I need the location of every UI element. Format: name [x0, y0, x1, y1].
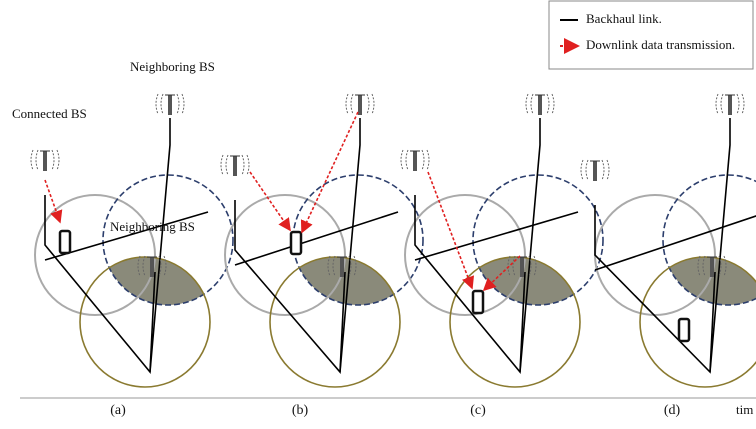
signal-arc — [346, 94, 348, 114]
signal-arc — [52, 150, 54, 170]
signal-arc — [221, 155, 223, 175]
signal-arc — [547, 94, 549, 114]
base-station — [401, 150, 429, 171]
base-station — [716, 94, 744, 115]
signal-arc — [531, 94, 533, 114]
legend-label: Backhaul link. — [586, 11, 662, 26]
signal-arc — [581, 160, 583, 180]
signal-arc — [57, 150, 59, 170]
antenna — [43, 151, 47, 171]
panel — [581, 94, 756, 387]
backhaul-link — [235, 212, 398, 265]
base-station — [31, 150, 59, 171]
overlap-region — [640, 257, 756, 387]
signal-arc — [242, 155, 244, 175]
mobile-phone — [473, 291, 483, 313]
antenna — [358, 95, 362, 115]
time-label: tim — [736, 402, 753, 417]
panel — [221, 94, 423, 387]
panel — [401, 94, 603, 387]
signal-arc — [602, 160, 604, 180]
panel-caption: (c) — [470, 403, 486, 418]
signal-arc — [351, 94, 353, 114]
base-station — [526, 94, 554, 115]
antenna — [520, 257, 524, 277]
signal-arc — [226, 155, 228, 175]
signal-arc — [182, 94, 184, 114]
base-station — [156, 94, 184, 115]
backhaul-link — [415, 212, 578, 260]
antenna — [413, 151, 417, 171]
base-station — [346, 94, 374, 115]
signal-arc — [737, 94, 739, 114]
signal-arc — [161, 94, 163, 114]
antenna — [168, 95, 172, 115]
antenna — [340, 257, 344, 277]
signal-arc — [247, 155, 249, 175]
antenna — [593, 161, 597, 181]
panel-caption: (b) — [292, 403, 309, 418]
signal-arc — [427, 150, 429, 170]
antenna — [233, 156, 237, 176]
mobile-phone — [679, 319, 689, 341]
panel — [31, 94, 233, 387]
antenna — [728, 95, 732, 115]
signal-arc — [156, 94, 158, 114]
signal-arc — [742, 94, 744, 114]
signal-arc — [406, 150, 408, 170]
antenna — [710, 257, 714, 277]
signal-arc — [401, 150, 403, 170]
connected-bs-label: Connected BS — [12, 106, 87, 121]
neighboring-bs-label: Neighboring BS — [130, 59, 215, 74]
legend-label: Downlink data transmission. — [586, 37, 735, 52]
base-station — [221, 155, 249, 176]
signal-arc — [721, 94, 723, 114]
coverage-connected — [595, 195, 715, 315]
signal-arc — [607, 160, 609, 180]
signal-arc — [526, 94, 528, 114]
signal-arc — [31, 150, 33, 170]
antenna — [150, 257, 154, 277]
signal-arc — [36, 150, 38, 170]
signal-arc — [422, 150, 424, 170]
downlink-arrow — [428, 172, 472, 288]
coverage-connected — [225, 195, 345, 315]
base-station — [581, 160, 609, 181]
downlink-arrow — [250, 172, 290, 230]
panel-caption: (d) — [664, 403, 681, 418]
backhaul-link — [595, 212, 756, 270]
signal-arc — [372, 94, 374, 114]
signal-arc — [177, 94, 179, 114]
panel-caption: (a) — [110, 403, 126, 418]
signal-arc — [367, 94, 369, 114]
downlink-arrow — [45, 180, 60, 222]
mobile-phone — [60, 231, 70, 253]
diagram: Backhaul link. Downlink data transmissio… — [0, 0, 756, 429]
neighboring-bs-label: Neighboring BS — [110, 219, 195, 234]
signal-arc — [552, 94, 554, 114]
antenna — [538, 95, 542, 115]
signal-arc — [586, 160, 588, 180]
mobile-phone — [291, 232, 301, 254]
signal-arc — [716, 94, 718, 114]
